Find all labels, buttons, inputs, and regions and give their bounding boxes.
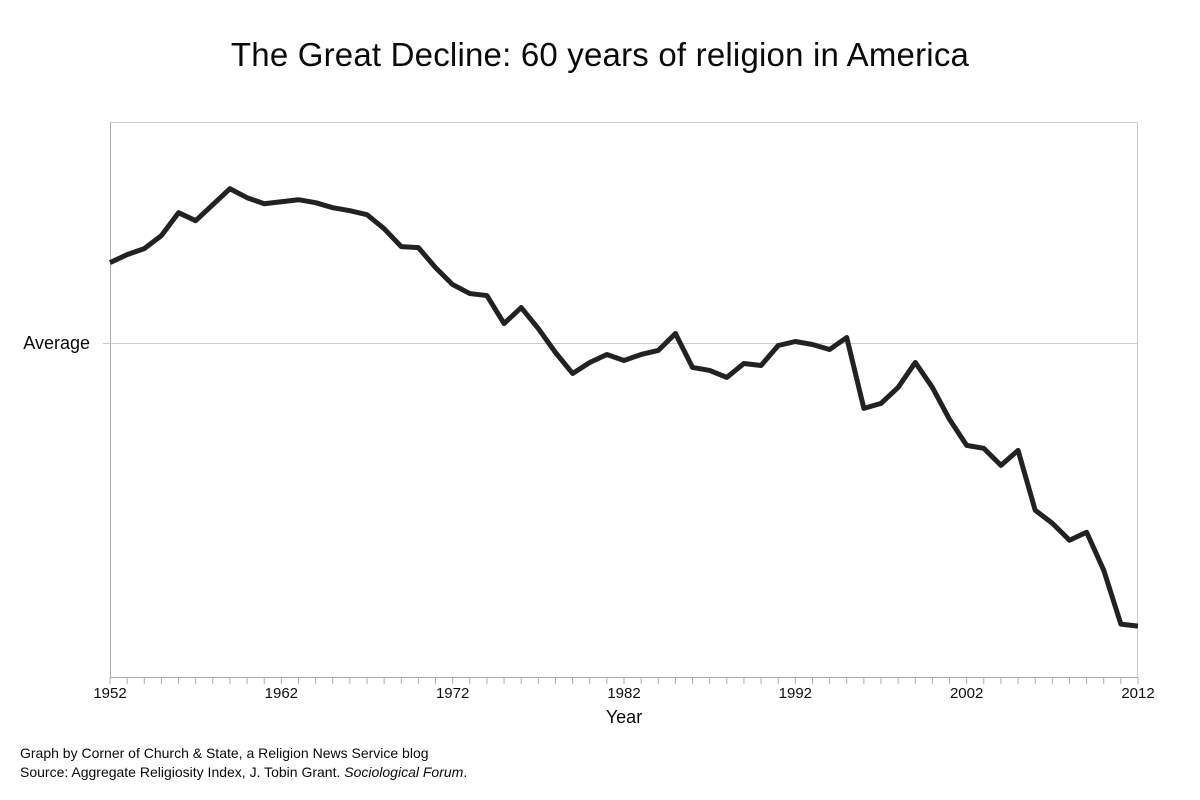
x-axis-ticks [109,677,1139,684]
credit-line: Graph by Corner of Church & State, a Rel… [20,745,429,761]
x-tick-label: 2002 [950,685,983,702]
x-axis-title: Year [605,707,643,727]
credits-block: Graph by Corner of Church & State, a Rel… [20,744,467,782]
religiosity-index-line [108,186,1139,629]
x-tick-label: 1982 [607,685,640,702]
source-suffix: . [463,764,468,780]
average-axis-label: Average [23,333,90,353]
source-line: Source: Aggregate Religiosity Index, J. … [20,763,467,782]
source-journal: Sociological Forum [344,764,464,780]
x-tick-label: 2012 [1121,685,1154,702]
x-tick-label: 1972 [436,685,469,702]
x-tick-label: 1962 [265,685,298,702]
x-axis-tick-labels: 1952 1962 1972 1982 1992 2002 2012 [93,685,1154,702]
chart-title: The Great Decline: 60 years of religion … [230,36,970,73]
x-tick-label: 1992 [779,685,812,702]
source-prefix: Source: Aggregate Religiosity Index, J. … [20,764,345,780]
x-tick-label: 1952 [93,685,126,702]
